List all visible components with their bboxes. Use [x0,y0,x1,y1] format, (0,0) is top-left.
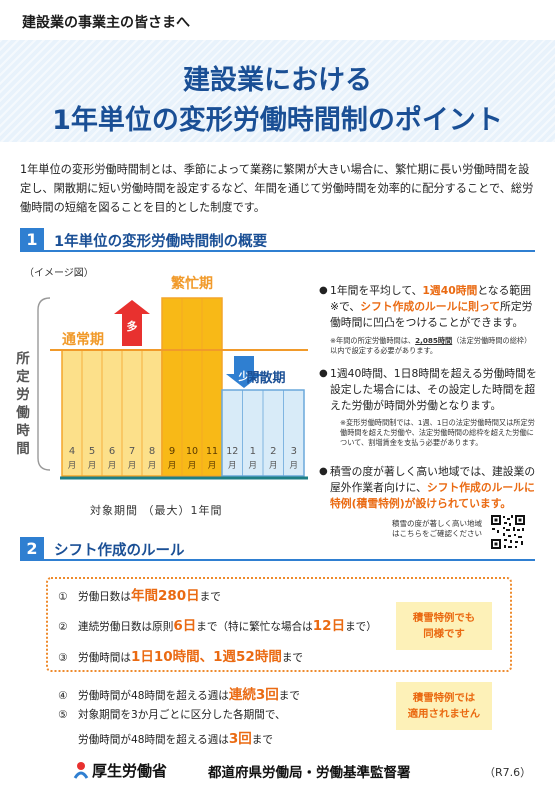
month-unit-label: 月 [68,461,77,471]
rule-2: ② 連続労働日数は原則6日まで（特に繁忙な場合は12日まで） [58,618,377,634]
section1-heading: 1 1年単位の変形労働時間制の概要 [20,228,535,252]
month-unit-label: 月 [289,461,298,471]
note-2: ※変形労働時間制では、1週、1日の法定労働時間又は所定労働時間を超えた労働や、法… [340,418,535,447]
y-bracket [37,297,51,471]
bullet-2: ● 1週40時間、1日8時間を超える労働時間を設定した場合には、その設定した時間を… [319,367,537,412]
rule-4: ④ 労働時間が48時間を超える週は連続3回まで [58,687,300,703]
month-unit-label: 月 [108,461,117,471]
label-normal-period: 通常期 [62,331,104,348]
title-banner [0,40,555,142]
page-title-line2: 1年単位の変形労働時間制のポイント [52,105,503,136]
month-tick-label: 8 [149,446,155,457]
work-hours-chart: 多 少 通常期 繁忙期 閑散期 4 月 5 月 6 月 7 月 8 月 9 月 10 月 11 月 12 月 1 月 2… [10,258,310,520]
badge-snow-same: 積雪特例でも 同様です [396,602,492,650]
x-axis-caption: 対象期間 （最大）1年間 [90,504,223,517]
month-tick-label: 2 [270,446,276,457]
month-unit-label: 月 [188,461,197,471]
qr-code-icon[interactable] [490,514,526,550]
footer-date: （R7.6） [484,766,532,779]
month-unit-label: 月 [269,461,278,471]
rule-5: ⑤ 対象期間を3か月ごとに区分した各期間で、 [58,709,286,721]
badge-snow-not-applied: 積雪特例では 適用されません [396,682,492,730]
image-label: （イメージ図） [24,268,94,279]
page-title-line1: 建設業における [183,65,372,96]
rule-5-cont: 労働時間が48時間を超える週は3回まで [78,731,273,747]
arrow-up-icon [114,300,150,346]
busy-period-bar [161,297,223,477]
month-unit-label: 月 [88,461,97,471]
section1-number: 1 [20,228,44,252]
section2-title: シフト作成のルール [54,543,185,559]
month-tick-label: 9 [169,446,175,457]
month-tick-label: 12 [226,446,238,457]
month-tick-label: 3 [291,446,297,457]
intro-paragraph: 1年単位の変形労働時間制とは、季節によって業務に繁閑が大きい場合に、繁忙期に長い… [20,163,534,214]
label-less: 少 [238,369,250,383]
arrow-down-icon [226,356,262,388]
month-unit-label: 月 [208,461,217,471]
section2-heading: 2 シフト作成のルール [20,537,535,561]
ministry-logo-icon [73,762,89,779]
label-more: 多 [127,319,138,333]
audience-line: 建設業の事業主の皆さまへ [22,15,190,31]
month-unit-label: 月 [248,461,257,471]
month-tick-label: 4 [69,446,75,457]
section2-number: 2 [20,537,44,561]
ministry-name: 厚生労働省 [92,762,168,780]
qr-caption: 積雪の度が著しく高い地域はこちらをご確認ください [392,519,482,538]
bullet-3: ● 積雪の度が著しく高い地域では、建設業の屋外作業者向けに、シフト作成のルールに… [319,465,536,510]
month-unit-label: 月 [148,461,157,471]
label-busy-period: 繁忙期 [170,275,213,292]
month-tick-label: 10 [186,446,198,457]
rule-1: ① 労働日数は年間280日まで [58,588,221,604]
month-tick-label: 6 [109,446,115,457]
month-tick-label: 11 [206,446,218,457]
month-unit-label: 月 [168,461,177,471]
label-slow-period: 閑散期 [246,370,285,386]
month-unit-label: 月 [128,461,137,471]
footer-org: 都道府県労働局・労働基準監督署 [208,765,411,781]
month-tick-label: 5 [89,446,95,457]
section1-title: 1年単位の変形労働時間制の概要 [54,234,268,250]
normal-period-bar [61,349,163,477]
month-unit-label: 月 [228,461,237,471]
month-tick-label: 7 [129,446,135,457]
rule-3: ③ 労働時間は1日10時間、1週52時間まで [58,649,304,665]
note-1: ※年間の所定労働時間は、2,085時間（法定労働時間の総枠）以内で設定する必要が… [330,336,532,355]
bullet-1: ● 1年間を平均して、1週40時間となる範囲※で、シフト作成のルールに則って所定… [319,284,533,329]
y-axis-label: 所定労働時間 [16,351,30,457]
rules-box-snow-same [46,577,512,672]
month-tick-label: 1 [250,446,256,457]
